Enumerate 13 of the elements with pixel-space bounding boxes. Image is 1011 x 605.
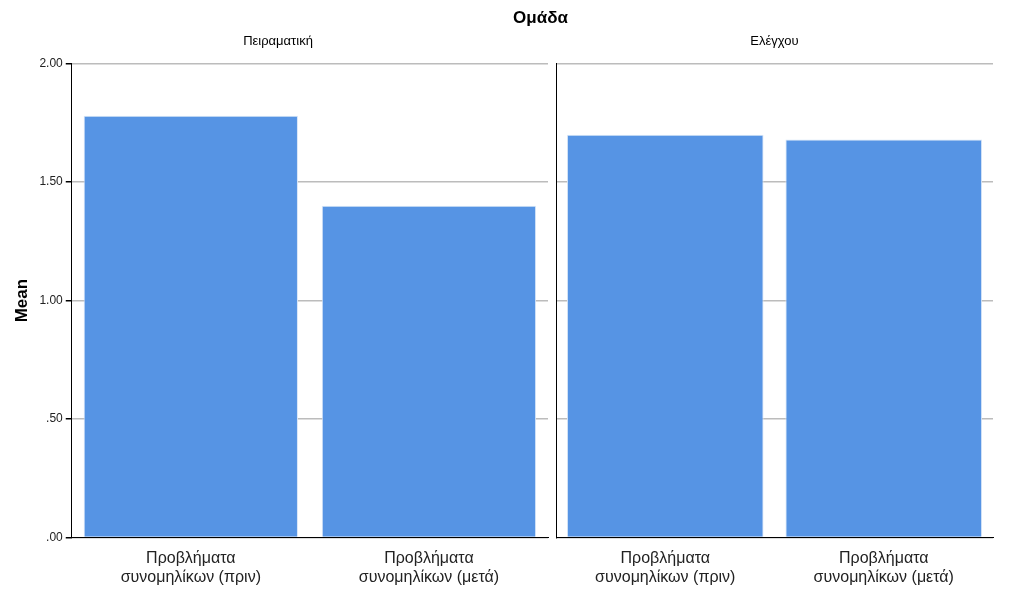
- y-tick-label: 1.00: [39, 292, 64, 307]
- y-tick-label: 2.00: [39, 55, 64, 70]
- x-tick-label: Προβλήματα συνομηλίκων (πριν): [595, 548, 736, 585]
- text: Ομάδα: [512, 8, 569, 29]
- x-tick-label: Προβλήματα συνομηλίκων (μετά): [358, 548, 500, 585]
- y-tick-label: 1.50: [39, 174, 64, 189]
- x-tick-label: Προβλήματα συνομηλίκων (μετά): [813, 548, 954, 585]
- x-tick-label: Προβλήματα συνομηλίκων (πριν): [120, 548, 261, 585]
- chart-title: Πειραματική: [243, 33, 313, 49]
- y-axis-title: Mean: [11, 278, 31, 323]
- y-tick-label: .50: [46, 411, 64, 426]
- y-tick-label: .00: [46, 529, 64, 544]
- chart-title: Ελέγχου: [750, 33, 799, 49]
